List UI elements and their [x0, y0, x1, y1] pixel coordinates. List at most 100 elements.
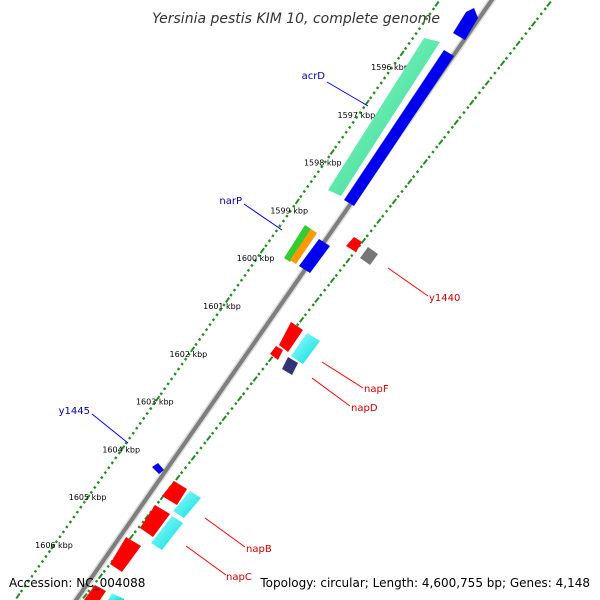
napF-gene[interactable]	[279, 322, 303, 352]
ruler-tick	[221, 415, 227, 422]
ruler-tick	[190, 454, 196, 461]
ruler-tick	[190, 346, 196, 353]
gene-label-narP[interactable]: narP	[219, 196, 242, 207]
ruler-tick	[381, 214, 385, 218]
kbp-label: 1596 kbp	[371, 63, 409, 72]
narP-gene[interactable]	[284, 225, 311, 262]
ruler-tick	[203, 441, 207, 445]
ruler-tick	[302, 189, 306, 194]
ruler-tick	[396, 56, 401, 60]
ruler-tick	[50, 543, 56, 550]
ruler-tick	[411, 174, 416, 179]
ruler-tick	[152, 401, 156, 406]
ruler-tick	[497, 66, 501, 70]
y1440-cds[interactable]	[360, 247, 378, 265]
ruler-tick	[424, 17, 429, 21]
napF-cds[interactable]	[291, 333, 320, 364]
narP-blue-arrow[interactable]	[299, 239, 330, 273]
napB-gene-2[interactable]	[140, 505, 170, 537]
ruler-tick	[30, 574, 34, 578]
ruler-tick	[144, 514, 150, 521]
ruler-tick	[97, 573, 104, 580]
ruler-tick	[355, 115, 359, 120]
ruler-tick	[419, 165, 424, 169]
label-callouts	[91, 81, 429, 576]
ruler-tick	[128, 436, 132, 440]
top-blue-arrow[interactable]	[453, 8, 478, 40]
kbp-label: 1606 kbp	[35, 541, 73, 550]
ruler-tick	[82, 500, 86, 504]
kbp-label: 1599 kbp	[270, 206, 308, 215]
ruler-tick	[128, 533, 135, 540]
ruler-tick	[329, 277, 336, 284]
ruler-tick	[250, 263, 254, 268]
ruler-tick	[400, 189, 404, 194]
ruler-tick	[391, 198, 397, 205]
gene-labels: acrD narP y1445 y1440 napF napD napB nap…	[59, 71, 461, 583]
napC-gene[interactable]	[110, 537, 141, 572]
ruler-tick	[295, 322, 300, 327]
ruler-tick	[26, 579, 31, 583]
ruler-tick	[65, 525, 69, 529]
ruler-tick	[334, 273, 339, 278]
y1445-arrow[interactable]	[152, 463, 164, 474]
ruler-tick	[85, 494, 91, 501]
ruler-tick	[338, 268, 342, 273]
napC-gene-2[interactable]	[84, 585, 106, 600]
ruler-tick	[288, 209, 293, 213]
ruler-tick	[373, 224, 377, 228]
ruler-tick	[214, 426, 219, 430]
ruler-tick	[341, 135, 345, 139]
ruler-tick	[187, 352, 191, 356]
narP-cds[interactable]	[290, 229, 317, 264]
ruler-tick	[489, 76, 493, 80]
gene-label-y1445[interactable]: y1445	[59, 406, 90, 417]
gene-label-napF[interactable]: napF	[364, 384, 389, 395]
napB-cds-1[interactable]	[173, 491, 201, 518]
ruler-tick	[265, 362, 269, 366]
ruler-tick	[68, 520, 73, 524]
ruler-tick	[236, 283, 240, 287]
ruler-tick	[292, 204, 296, 208]
ruler-tick	[37, 564, 41, 569]
ruler-tick	[15, 593, 21, 599]
gene-label-napD[interactable]: napD	[351, 403, 378, 414]
ruler-tick	[493, 71, 497, 75]
ruler-tick	[379, 81, 383, 85]
ruler-tick	[539, 12, 543, 16]
napB-gene-1[interactable]	[162, 481, 187, 505]
ruler-tick	[197, 337, 202, 342]
gene-label-napB[interactable]: napB	[246, 544, 272, 555]
ruler-tick	[180, 362, 184, 366]
ruler-tick	[404, 184, 408, 189]
napF-small-arrow[interactable]	[270, 346, 283, 360]
ruler-tick	[345, 257, 351, 264]
ruler-tick	[499, 60, 506, 67]
ruler-tick	[382, 76, 387, 80]
gene-label-y1440[interactable]: y1440	[429, 293, 460, 304]
acrD-gene[interactable]	[328, 38, 440, 196]
ruler-tick	[438, 139, 444, 146]
napB-cds-2[interactable]	[151, 516, 183, 550]
ruler-tick	[350, 253, 354, 258]
ruler-tick	[362, 105, 366, 110]
napC-cds[interactable]	[108, 593, 124, 600]
ruler-tick	[206, 435, 212, 442]
gene-label-acrD[interactable]: acrD	[302, 71, 326, 82]
kbp-label: 1602 kbp	[170, 350, 208, 359]
accession-text: Accession: NC_004088	[9, 576, 145, 590]
ruler-tick	[120, 445, 126, 451]
ruler-tick	[294, 198, 300, 205]
ruler-tick	[446, 130, 451, 134]
ruler-tick	[96, 480, 100, 485]
ruler-tick	[372, 91, 376, 95]
kbp-label: 1604 kbp	[102, 445, 140, 454]
ruler-tick	[222, 303, 226, 307]
ruler-tick	[239, 278, 244, 282]
y1440-gene[interactable]	[346, 237, 362, 252]
acrD-cds[interactable]	[344, 50, 454, 206]
gene-label-napC[interactable]: napC	[226, 572, 252, 583]
ruler-tick	[204, 327, 209, 332]
napD-gene[interactable]	[282, 357, 298, 375]
